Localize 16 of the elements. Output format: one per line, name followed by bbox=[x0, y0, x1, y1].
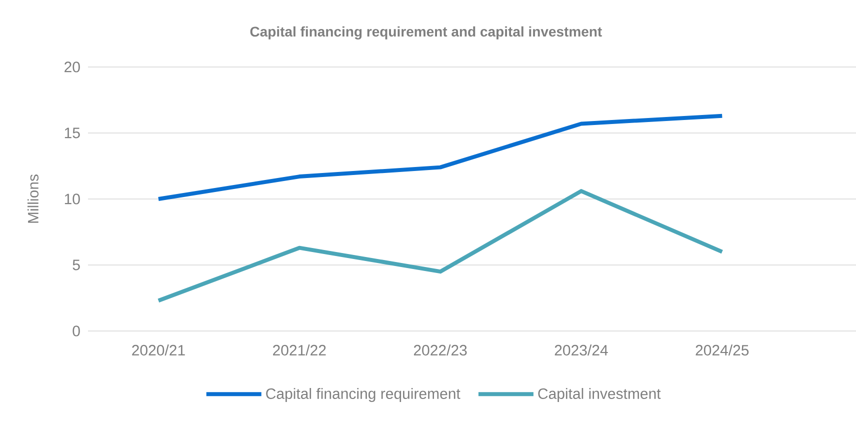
line-series bbox=[156, 114, 724, 201]
legend-label: Capital financing requirement bbox=[266, 388, 460, 402]
y-tick-label: 15 bbox=[64, 128, 80, 138]
y-tick-label: 10 bbox=[64, 194, 80, 204]
y-tick-label: 0 bbox=[72, 326, 80, 336]
y-tick-label: 20 bbox=[64, 62, 80, 72]
x-tick-label: 2020/21 bbox=[132, 344, 185, 356]
x-tick-label: 2021/22 bbox=[273, 344, 326, 356]
chart-title: Capital financing requirement and capital investment bbox=[250, 26, 602, 40]
line-series bbox=[156, 189, 724, 303]
legend-label: Capital investment bbox=[538, 388, 661, 402]
y-axis-title: Millions bbox=[28, 174, 39, 223]
x-tick-label: 2024/25 bbox=[696, 344, 749, 356]
x-tick-label: 2022/23 bbox=[414, 344, 467, 356]
y-tick-label: 5 bbox=[72, 260, 80, 270]
x-tick-label: 2023/24 bbox=[554, 344, 608, 356]
